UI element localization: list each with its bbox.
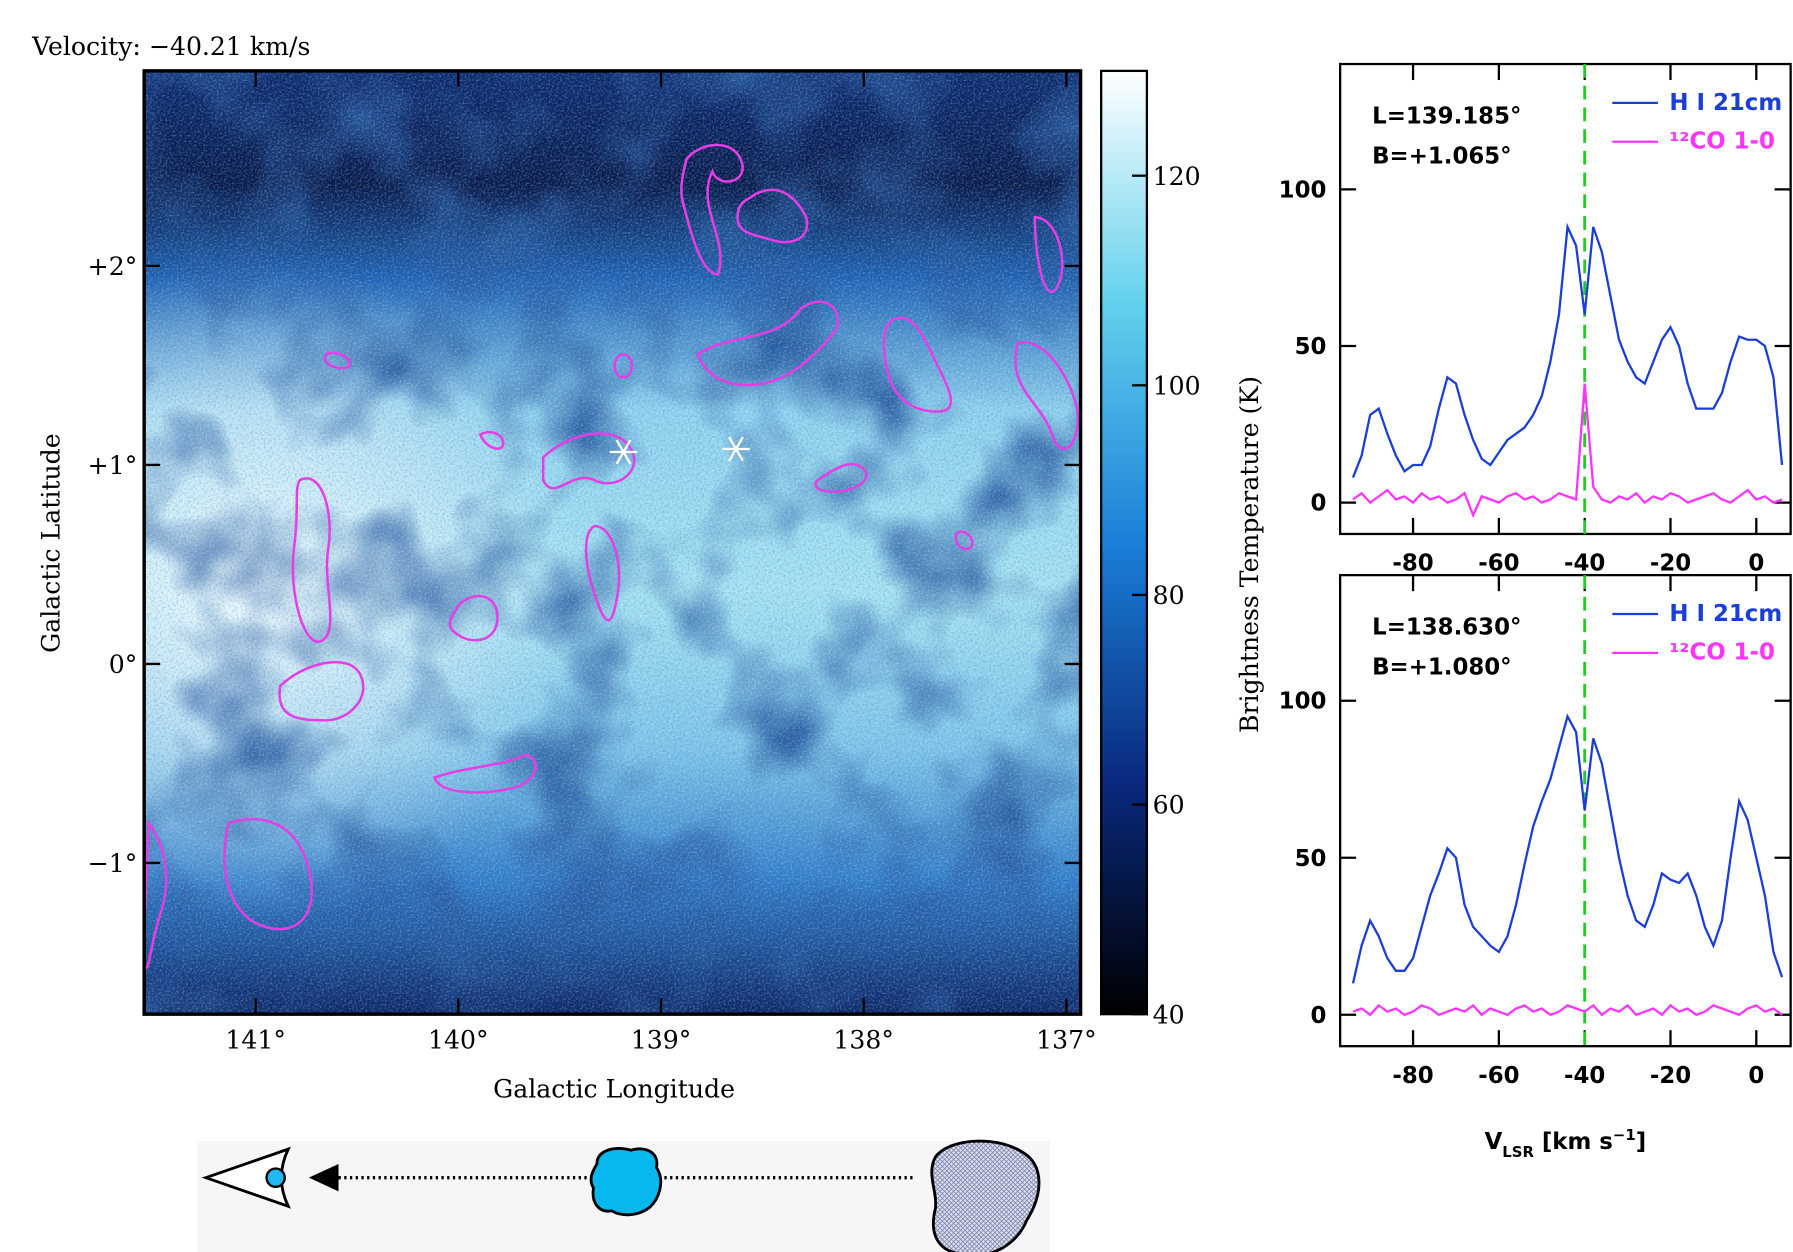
- colorbar: [1100, 69, 1149, 1016]
- map-frame: [142, 69, 1083, 1016]
- map-title: Velocity: −40.21 km/s: [31, 32, 310, 61]
- x-tick-label: 141°: [225, 1025, 286, 1054]
- y-tick-label: 100: [1279, 689, 1327, 715]
- position-annotation: B=+1.065°: [1372, 144, 1511, 170]
- colorbar-tick-label: 120: [1153, 162, 1201, 191]
- position-annotation: L=139.185°: [1372, 103, 1521, 129]
- spectrum-line: [1352, 383, 1783, 519]
- x-tick-label: -40: [1564, 1063, 1605, 1089]
- x-tick-label: 140°: [428, 1025, 489, 1054]
- y-tick-label: 0°: [109, 650, 138, 679]
- legend-label: ¹²CO 1-0: [1669, 129, 1775, 155]
- x-axis-label-part: [km s: [1534, 1129, 1613, 1155]
- x-axis-label-part: ]: [1636, 1129, 1646, 1155]
- spectrum-line: [1352, 1003, 1783, 1017]
- x-tick-label: -60: [1478, 1063, 1519, 1089]
- map-image: [144, 70, 1081, 1015]
- x-axis-label-part: V: [1485, 1129, 1503, 1155]
- x-tick-label: -60: [1478, 551, 1519, 577]
- y-tick-label: 50: [1295, 846, 1327, 872]
- y-tick-label: 50: [1295, 334, 1327, 360]
- y-axis-label: Galactic Latitude: [37, 433, 66, 653]
- x-tick-label: 137°: [1036, 1025, 1097, 1054]
- colorbar-tick-label: 100: [1153, 371, 1201, 400]
- legend-label: H I 21cm: [1669, 90, 1782, 116]
- legend-label: ¹²CO 1-0: [1669, 640, 1775, 666]
- y-tick-label: 0: [1311, 1003, 1327, 1029]
- x-tick-label: 138°: [833, 1025, 894, 1054]
- x-axis-label: VLSR [km s−1]: [1485, 1126, 1647, 1161]
- x-tick-label: 0: [1748, 1063, 1764, 1089]
- co-contours: [144, 143, 1080, 970]
- colorbar-tick-label: 80: [1153, 581, 1185, 610]
- x-axis-label-part: −1: [1613, 1126, 1636, 1144]
- x-tick-label: -20: [1650, 551, 1691, 577]
- y-tick-label: +1°: [88, 451, 138, 480]
- spectrum-frames: [1338, 62, 1792, 1048]
- x-tick-label: 0: [1748, 551, 1764, 577]
- y-tick-label: −1°: [88, 849, 138, 878]
- y-tick-label: 100: [1279, 177, 1327, 203]
- position-annotation: B=+1.080°: [1372, 655, 1511, 681]
- colorbar-tick-label: 60: [1153, 791, 1185, 820]
- y-tick-label: +2°: [88, 252, 138, 281]
- y-tick-label: 0: [1311, 491, 1327, 517]
- marker-stroke: [615, 439, 632, 465]
- x-axis-label: Galactic Longitude: [493, 1075, 735, 1104]
- position-annotation: L=138.630°: [1372, 615, 1521, 641]
- spectrum-line: [1351, 713, 1784, 984]
- x-axis-label-part: LSR: [1502, 1143, 1534, 1161]
- x-tick-label: -80: [1392, 1063, 1433, 1089]
- y-axis-label: Brightness Temperature (K): [1235, 376, 1264, 733]
- x-tick-label: -20: [1650, 1063, 1691, 1089]
- marker-stroke: [728, 436, 744, 462]
- position-marker: [609, 439, 638, 465]
- spectrum-line: [1351, 222, 1784, 478]
- colorbar-tick-label: 40: [1153, 1000, 1185, 1029]
- x-tick-label: -40: [1564, 551, 1605, 577]
- x-tick-label: 139°: [631, 1025, 692, 1054]
- geometry-diagram: [196, 1139, 1050, 1252]
- x-tick-label: -80: [1392, 551, 1433, 577]
- legend-label: H I 21cm: [1669, 601, 1782, 627]
- position-marker: [722, 436, 750, 462]
